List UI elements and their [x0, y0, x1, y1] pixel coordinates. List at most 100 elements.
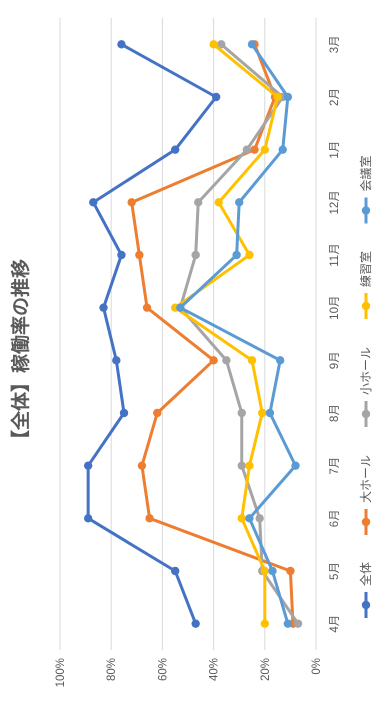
- legend-swatch-marker: [361, 409, 371, 419]
- legend-label: 大ホール: [359, 455, 373, 503]
- y-tick-label: 0%: [311, 658, 323, 675]
- x-tick-label: 4月: [329, 615, 341, 633]
- data-point: [258, 408, 267, 418]
- data-point: [145, 514, 154, 523]
- chart-title: 【全体】稼働率の推移: [9, 259, 32, 449]
- series-全体: [83, 40, 221, 628]
- y-tick-label: 40%: [209, 658, 221, 681]
- legend-label: 練習室: [358, 251, 373, 287]
- series-line: [173, 42, 280, 626]
- data-point: [117, 250, 126, 260]
- y-tick-label: 20%: [260, 658, 272, 681]
- data-point: [283, 92, 293, 102]
- data-point: [247, 356, 257, 365]
- data-point: [273, 92, 282, 102]
- data-point: [176, 303, 185, 312]
- data-point: [171, 145, 180, 154]
- data-point: [117, 40, 126, 49]
- x-tick-labels: 4月 5月 6月 7月 8月 9月 10月 11月 12月 1月 2月 3月: [329, 35, 341, 632]
- x-tick-label: 6月: [329, 509, 341, 527]
- grid-layer: [59, 18, 317, 650]
- x-tick-label: 7月: [329, 457, 341, 475]
- legend-swatch-marker: [361, 517, 371, 527]
- legend-swatch-marker: [361, 600, 371, 610]
- data-point: [283, 619, 293, 628]
- data-point: [99, 303, 108, 312]
- legend-label: 全体: [358, 562, 373, 586]
- legend-item: 会議室: [358, 155, 373, 224]
- data-point: [255, 514, 264, 523]
- x-tick-label: 8月: [329, 404, 341, 422]
- data-point: [237, 461, 246, 470]
- data-point: [214, 198, 223, 207]
- data-point: [293, 619, 303, 628]
- legend-item: 全体: [358, 562, 373, 618]
- x-tick-label: 3月: [329, 35, 341, 53]
- y-tick-label: 60%: [157, 658, 169, 681]
- data-point: [268, 566, 277, 576]
- x-tick-label: 5月: [329, 562, 341, 580]
- data-point: [247, 40, 257, 49]
- x-tick-label: 2月: [329, 88, 341, 106]
- data-point: [275, 356, 285, 365]
- data-point: [112, 356, 121, 365]
- data-point: [237, 514, 246, 523]
- data-point: [83, 514, 93, 523]
- data-point: [217, 40, 226, 49]
- data-point: [237, 408, 246, 418]
- series-layer: [83, 40, 303, 628]
- legend-item: 練習室: [358, 251, 373, 319]
- series-line: [178, 42, 300, 626]
- data-point: [222, 356, 231, 365]
- data-point: [260, 145, 269, 154]
- series-練習室: [171, 40, 282, 628]
- data-point: [265, 408, 275, 418]
- legend-item: 小ホール: [359, 347, 373, 427]
- data-point: [211, 92, 221, 102]
- data-point: [232, 250, 241, 260]
- data-point: [242, 145, 252, 154]
- y-tick-label: 80%: [106, 658, 118, 681]
- data-point: [135, 250, 144, 260]
- data-point: [142, 303, 152, 312]
- data-point: [235, 198, 244, 207]
- x-tick-label: 1月: [329, 141, 341, 159]
- y-tick-label: 100%: [55, 658, 67, 687]
- data-point: [209, 356, 218, 365]
- legend-swatch-marker: [361, 206, 371, 215]
- data-point: [89, 198, 98, 207]
- legend-label: 小ホール: [359, 347, 373, 395]
- data-point: [245, 250, 254, 260]
- x-tick-label: 9月: [329, 351, 341, 369]
- data-point: [260, 619, 269, 628]
- data-point: [291, 461, 300, 470]
- series-大ホール: [127, 40, 298, 628]
- data-point: [209, 40, 218, 49]
- data-point: [153, 408, 162, 418]
- legend-label: 会議室: [358, 155, 373, 191]
- data-point: [286, 566, 295, 576]
- data-point: [194, 198, 203, 207]
- data-point: [127, 198, 136, 207]
- legend: 全体 大ホール 小ホール 練習室 会議室: [358, 155, 373, 618]
- data-point: [171, 566, 180, 576]
- data-point: [191, 250, 200, 260]
- data-point: [245, 461, 254, 470]
- data-point: [83, 461, 93, 470]
- data-point: [191, 619, 200, 628]
- data-point: [119, 408, 129, 418]
- data-point: [245, 514, 254, 523]
- data-point: [260, 566, 269, 576]
- series-line: [130, 42, 295, 626]
- data-point: [278, 145, 287, 154]
- legend-item: 大ホール: [359, 455, 373, 535]
- y-tick-labels: 0% 20% 40% 60% 80% 100%: [55, 658, 323, 687]
- x-tick-label: 10月: [329, 296, 341, 320]
- series-line: [178, 42, 298, 626]
- legend-swatch-marker: [361, 301, 371, 311]
- x-tick-label: 11月: [329, 243, 341, 266]
- data-point: [137, 461, 147, 470]
- series-会議室: [176, 40, 300, 628]
